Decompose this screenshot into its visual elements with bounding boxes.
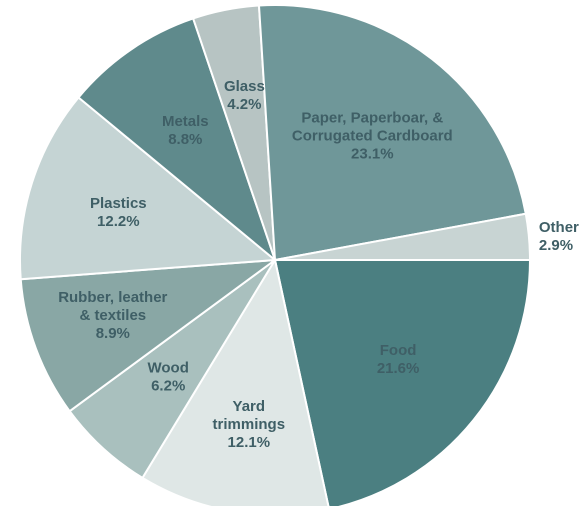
slice-label-other: Other 2.9% (539, 219, 579, 254)
slice-label-paper-paperboar-corrugated-cardboard: Paper, Paperboar, & Corrugated Cardboard 2… (292, 109, 453, 162)
slice-plastics (19, 96, 276, 281)
slice-value: 2.9% (539, 237, 573, 254)
slice-label-wood: Wood 6.2% (148, 360, 189, 395)
slice-label-plastics: Plastics 12.2% (90, 195, 147, 230)
slice-name-line: Plastics (90, 195, 147, 212)
slice-paper-paperboar-corrugated-cardboard (257, 4, 527, 261)
slice-value: 12.1% (228, 434, 271, 451)
slice-other (274, 212, 531, 261)
slice-name-line: trimmings (213, 416, 286, 433)
slice-label-rubber-leather-textiles: Rubber, leather & textiles 8.9% (58, 289, 167, 342)
slice-name-line: Other (539, 219, 579, 236)
slice-name-line: & textiles (79, 307, 146, 324)
slice-label-metals: Metals 8.8% (162, 113, 209, 148)
slice-name-line: Wood (148, 360, 189, 377)
slice-value: 12.2% (97, 213, 140, 230)
slice-label-glass: Glass 4.2% (224, 78, 265, 113)
slice-label-yard-trimmings: Yard trimmings 12.1% (213, 398, 286, 451)
slice-value: 21.6% (377, 360, 420, 377)
slice-label-food: Food 21.6% (377, 342, 420, 377)
slice-rubber-leather-textiles (19, 259, 276, 413)
slice-name-line: Rubber, leather (58, 289, 167, 306)
slice-value: 8.9% (96, 325, 130, 342)
slice-food (274, 259, 531, 506)
pie-slices (19, 4, 531, 506)
slice-value: 6.2% (151, 378, 185, 395)
slice-yard-trimmings (141, 259, 330, 506)
slice-value: 23.1% (351, 145, 394, 162)
slice-name-line: Metals (162, 113, 209, 130)
slice-name-line: Paper, Paperboar, & (301, 109, 443, 126)
pie-labels: Food 21.6% Yard trimmings 12.1% Wood 6.2% Rubbe… (58, 78, 579, 451)
slice-metals (77, 17, 276, 261)
slice-name-line: Glass (224, 78, 265, 95)
slice-value: 8.8% (168, 131, 202, 148)
slice-name-line: Corrugated Cardboard (292, 127, 453, 144)
slice-name-line: Food (380, 342, 417, 359)
slice-value: 4.2% (227, 96, 261, 113)
slice-name-line: Yard (233, 398, 266, 415)
